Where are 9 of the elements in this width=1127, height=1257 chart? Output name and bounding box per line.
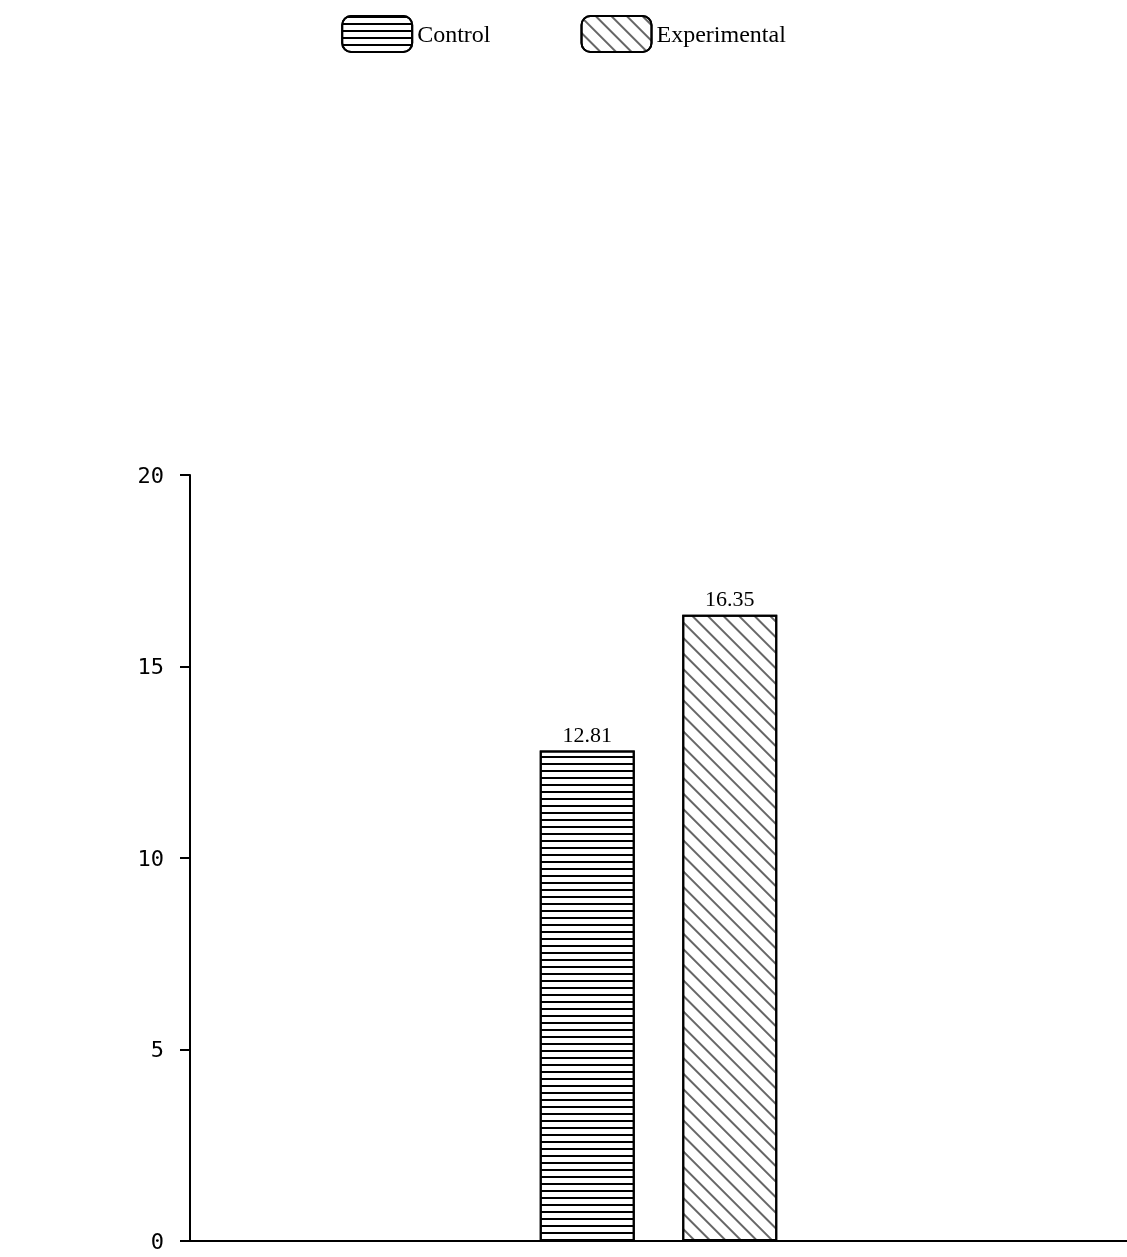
y-tick-label: 20 — [137, 462, 164, 488]
legend-label: Experimental — [656, 21, 787, 47]
data-label: 12.81 — [562, 721, 612, 747]
y-tick-label: 10 — [137, 845, 164, 871]
y-tick-label: 0 — [150, 1228, 164, 1254]
legend-label: Control — [417, 21, 491, 47]
y-tick-label: 15 — [137, 654, 164, 679]
data-label: 16.35 — [705, 586, 755, 612]
y-tick-label: 5 — [150, 1037, 164, 1062]
